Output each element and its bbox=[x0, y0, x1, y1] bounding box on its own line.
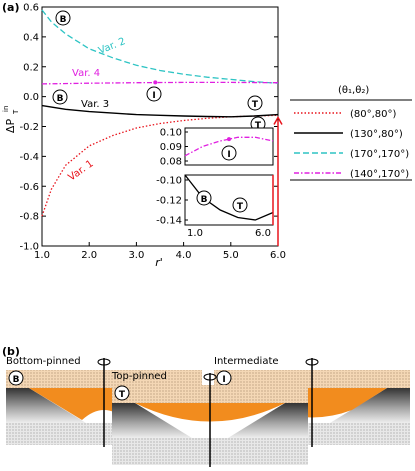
inset-series-upper bbox=[184, 136, 274, 157]
config-badge: I bbox=[222, 375, 225, 385]
inset-y-tick-label: 0.08 bbox=[160, 157, 182, 168]
x-axis-label: r' bbox=[155, 256, 163, 269]
badge-b-top: B bbox=[55, 10, 71, 26]
x-tick-label: 6.0 bbox=[270, 250, 286, 261]
panel-label-a: (a) bbox=[2, 1, 19, 14]
rotation-icon bbox=[305, 358, 319, 366]
inset-marker bbox=[227, 137, 231, 142]
config-badge: T bbox=[119, 390, 126, 400]
badge-i-inset: I bbox=[221, 145, 237, 161]
legend: (θ₁,θ₂) (80°,80°) (130°,80°) (170°,170°) (1… bbox=[290, 85, 412, 181]
svg-text:B: B bbox=[201, 195, 208, 205]
axis-ticks: 1.0 2.0 3.0 4.0 5.0 6.0 -1.0 -0.8 -0.6 -0.4 -0.2 0.… bbox=[19, 3, 285, 262]
inset-y-tick-label: 0.09 bbox=[160, 142, 182, 153]
rotation-icon bbox=[97, 358, 111, 366]
series-line-1 bbox=[41, 104, 279, 118]
y-tick-label: 0.6 bbox=[23, 3, 39, 14]
y-tick-label: -0.6 bbox=[19, 182, 39, 193]
legend-label: (140°,170°) bbox=[350, 169, 409, 180]
annotation-var2: Var. 2 bbox=[97, 36, 127, 57]
series-line-3 bbox=[41, 81, 279, 85]
y-tick-label: 0.0 bbox=[23, 92, 39, 103]
svg-text:I: I bbox=[152, 91, 155, 101]
config-T: Top-pinned T bbox=[111, 371, 308, 467]
y-tick-label: 0.4 bbox=[23, 32, 39, 43]
legend-header: (θ₁,θ₂) bbox=[338, 85, 369, 96]
inset-plot: 0.10 0.09 0.08 -0.10 -0.12 -0.14 1.0 6.0 I B T bbox=[156, 127, 274, 239]
svg-text:B: B bbox=[60, 15, 67, 25]
inset-y-tick-label: -0.10 bbox=[156, 176, 182, 187]
badge-b-mid: B bbox=[52, 89, 68, 105]
svg-text:T: T bbox=[237, 202, 244, 212]
annotation-var1: Var. 1 bbox=[66, 158, 95, 183]
svg-text:I: I bbox=[227, 150, 230, 160]
svg-text:T: T bbox=[252, 100, 259, 110]
panel-label-b: (b) bbox=[2, 345, 20, 358]
inset-y-tick-label: -0.12 bbox=[156, 196, 182, 207]
y-axis-label-sup: in bbox=[2, 106, 10, 112]
config-badge: B bbox=[13, 375, 20, 385]
badge-t-main-upper: T bbox=[247, 95, 263, 111]
badge-i-main: I bbox=[146, 86, 162, 102]
series-line-2 bbox=[41, 9, 279, 84]
annotation-var4: Var. 4 bbox=[72, 68, 100, 79]
config-badge-circle bbox=[8, 370, 24, 386]
rotation-icon bbox=[203, 373, 217, 381]
config-badge-circle bbox=[114, 385, 130, 401]
inset-y-tick-label: -0.14 bbox=[156, 216, 182, 227]
svg-text:B: B bbox=[57, 94, 64, 104]
legend-label: (170°,170°) bbox=[350, 149, 409, 160]
inset-x-tick-label: 6.0 bbox=[255, 228, 271, 239]
y-tick-label: -0.8 bbox=[19, 212, 39, 223]
legend-label: (80°,80°) bbox=[350, 109, 397, 120]
marker-point bbox=[153, 80, 158, 85]
y-tick-label: -0.4 bbox=[19, 152, 39, 163]
config-title: Top-pinned bbox=[111, 371, 167, 382]
svg-text:T: T bbox=[255, 121, 262, 131]
annotation-var3: Var. 3 bbox=[81, 99, 109, 110]
y-axis-label-main: ΔP bbox=[4, 119, 17, 134]
config-title: Intermediate bbox=[214, 356, 279, 367]
inset-x-tick-label: 1.0 bbox=[187, 228, 203, 239]
y-axis-label: ΔP in T bbox=[2, 106, 20, 133]
var1-arrow bbox=[273, 116, 283, 125]
y-tick-label: -0.2 bbox=[19, 122, 39, 133]
svg-text:ΔP: ΔP bbox=[4, 119, 17, 134]
legend-label: (130°,80°) bbox=[350, 129, 403, 140]
y-tick-label: -1.0 bbox=[19, 242, 39, 253]
x-tick-label: 1.0 bbox=[34, 250, 50, 261]
plot-series bbox=[41, 9, 283, 246]
x-tick-label: 2.0 bbox=[81, 250, 97, 261]
badge-b-inset: B bbox=[196, 190, 212, 206]
x-tick-label: 4.0 bbox=[176, 250, 192, 261]
inset-y-tick-label: 0.10 bbox=[160, 128, 182, 139]
config-title: Bottom-pinned bbox=[6, 356, 81, 367]
y-axis-label-sub: T bbox=[12, 109, 20, 115]
badge-t-inset: T bbox=[232, 197, 248, 213]
x-tick-label: 3.0 bbox=[128, 250, 144, 261]
y-tick-label: 0.2 bbox=[23, 62, 39, 73]
x-tick-label: 5.0 bbox=[223, 250, 239, 261]
